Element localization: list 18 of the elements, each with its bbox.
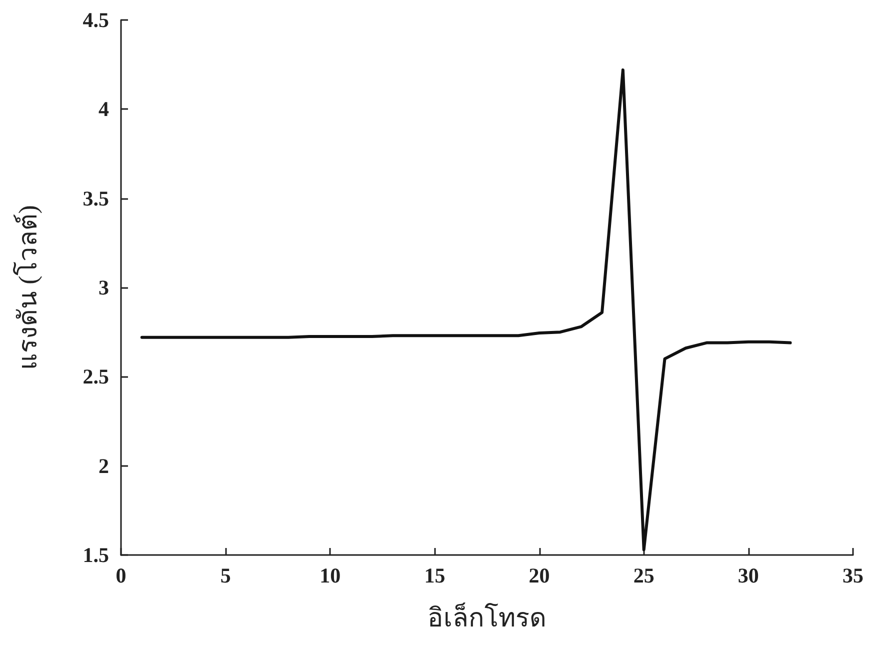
y-tick-label: 4 — [98, 97, 110, 122]
x-axis-title: อิเล็กโทรด — [428, 602, 546, 632]
x-tick-label: 30 — [738, 564, 759, 588]
x-tick-label: 35 — [842, 564, 864, 588]
y-tick-label: 2.5 — [82, 364, 109, 389]
x-tick-label: 20 — [528, 564, 550, 588]
y-tick-label: 3.5 — [82, 186, 109, 210]
x-tick-label: 15 — [424, 564, 446, 588]
y-tick-label: 3 — [98, 276, 109, 300]
y-axis-title: แรงดัน (โวลต์) — [12, 205, 42, 370]
y-tick-label: 2 — [98, 454, 109, 478]
line-series — [140, 68, 792, 552]
x-tick-label: 0 — [116, 564, 126, 588]
x-tick-label: 10 — [320, 564, 341, 588]
y-tick-label: 4.5 — [82, 8, 109, 32]
y-tick-label: 1.5 — [82, 543, 109, 567]
x-tick-label: 5 — [220, 564, 231, 588]
x-tick-label: 25 — [633, 564, 654, 588]
